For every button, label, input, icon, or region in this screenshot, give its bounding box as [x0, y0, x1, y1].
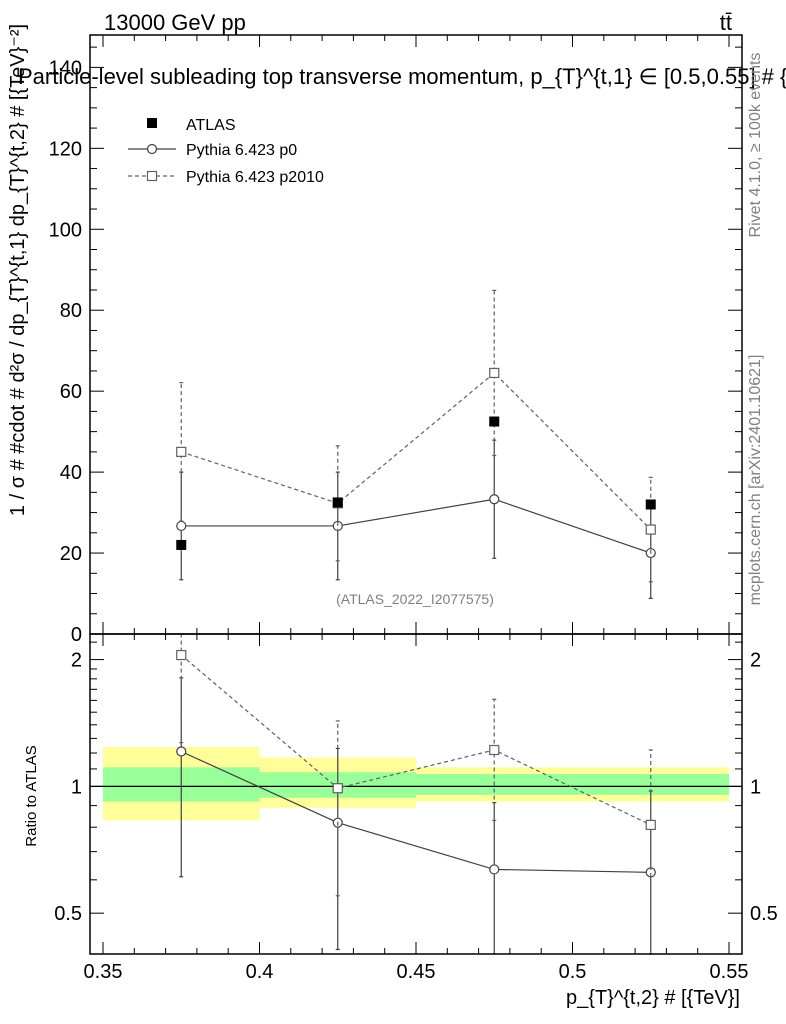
legend-p0-label: Pythia 6.423 p0	[186, 142, 297, 159]
legend-atlas-label: ATLAS	[186, 117, 236, 134]
main-p0	[176, 439, 656, 599]
process-label: tt̄	[720, 10, 732, 35]
x-tick-label: 0.4	[246, 961, 274, 983]
atlas-data-point	[332, 497, 343, 508]
ratio-y-tick-label-right: 0.5	[750, 903, 778, 925]
legend: ATLAS Pythia 6.423 p0 Pythia 6.423 p2010	[128, 117, 324, 186]
x-tick-label: 0.55	[710, 961, 749, 983]
ratio-y-tick-label-right: 2	[750, 650, 761, 672]
y-tick-label: 80	[60, 300, 82, 322]
legend-p2010-marker	[146, 170, 158, 182]
ratio-p0-point	[176, 746, 187, 757]
ratio-y-tick-label: 2	[71, 650, 82, 672]
x-tick-label: 0.45	[397, 961, 436, 983]
main-atlas	[176, 416, 656, 550]
analysis-watermark: (ATLAS_2022_I2077575)	[336, 591, 494, 607]
y-tick-label: 0	[71, 624, 82, 646]
y-tick-label: 40	[60, 462, 82, 484]
y-tick-label: 20	[60, 543, 82, 565]
green-band	[416, 773, 729, 795]
energy-label: 13000 GeV pp	[104, 10, 246, 35]
ratio-p2010	[176, 633, 656, 955]
legend-p0-marker	[146, 143, 158, 155]
rivet-label: Rivet 4.1.0, ≥ 100k events	[747, 53, 764, 238]
main-p2010-point	[645, 524, 656, 535]
atlas-data-point	[645, 499, 656, 510]
legend-atlas-marker	[147, 118, 157, 128]
y-tick-label: 60	[60, 381, 82, 403]
ratio-y-tick-label-right: 1	[750, 776, 761, 798]
xlabel: p_{T}^{t,2} # [{TeV}]	[566, 987, 740, 1009]
x-tick-label: 0.5	[559, 961, 587, 983]
main-p2010-point	[176, 446, 187, 457]
mcplots-label: mcplots.cern.ch [arXiv:2401.10621]	[747, 355, 764, 606]
legend-p2010-label: Pythia 6.423 p2010	[186, 169, 324, 186]
axis-ticks: 0.35 0.4 0.45 0.5 0.55 0 20 40 60 80 100 120 140 0.5 0…	[49, 35, 778, 983]
ratio-p2010-point	[332, 783, 343, 794]
ratio-ylabel: Ratio to ATLAS	[23, 745, 40, 846]
atlas-data-point	[489, 416, 500, 427]
ratio-p2010-point	[489, 744, 500, 756]
y-tick-label: 120	[49, 138, 82, 160]
main-ylabel: 1 / σ # #cdot # d²σ / dp_{T}^{t,1} dp_{T…	[7, 24, 29, 516]
ratio-p0-line	[181, 750, 651, 873]
y-tick-label: 140	[49, 57, 82, 79]
main-p2010-point	[489, 367, 500, 379]
main-p0-point	[176, 520, 187, 532]
ratio-uncertainty-bands	[90, 747, 742, 821]
main-p0-point	[489, 494, 500, 505]
ratio-frame	[89, 633, 743, 955]
ratio-p0-point	[489, 864, 500, 875]
main-p2010-line	[181, 372, 652, 531]
atlas-data-point	[176, 539, 187, 550]
main-p0-line	[181, 498, 651, 554]
ratio-y-tick-label: 1	[71, 776, 82, 798]
ratio-p2010-point	[176, 649, 187, 661]
y-tick-label: 100	[49, 219, 82, 241]
x-tick-label: 0.35	[84, 961, 123, 983]
ratio-y-tick-label: 0.5	[54, 903, 82, 925]
ratio-p2010-point	[645, 819, 656, 831]
main-p2010	[176, 289, 656, 583]
main-title: Particle-level subleading top transverse…	[18, 64, 786, 89]
data-series	[176, 289, 656, 955]
